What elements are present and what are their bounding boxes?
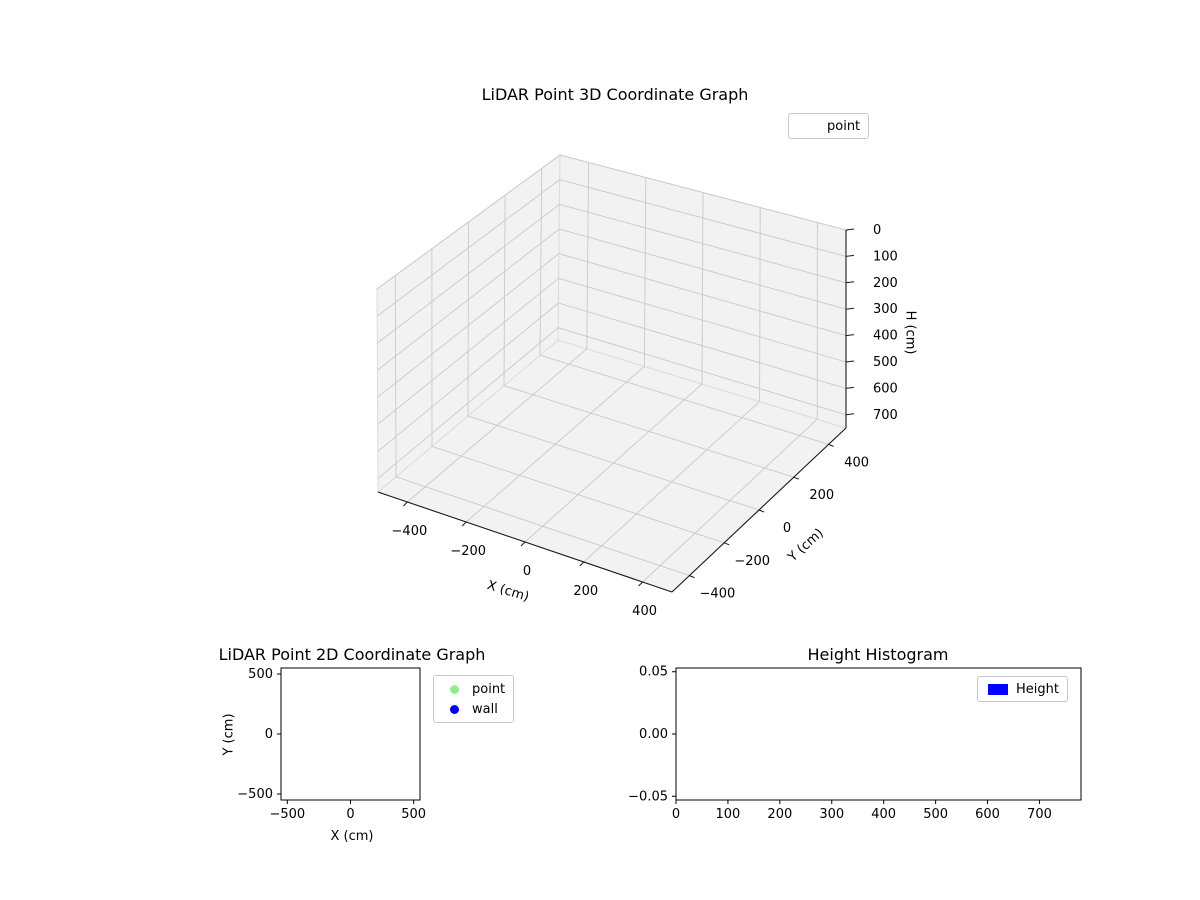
- x-tick-label: 200: [573, 584, 598, 599]
- y-gridline: [467, 221, 760, 511]
- legend-item-label: wall: [472, 701, 498, 717]
- x-gridline: [407, 162, 590, 503]
- y-tick-label: 0: [783, 521, 791, 536]
- x-gridline: [524, 192, 704, 543]
- z-tick-label: 700: [873, 408, 898, 423]
- z-gridline: [376, 179, 847, 317]
- plot3d-legend: point: [788, 113, 870, 139]
- z-gridline: [376, 154, 847, 290]
- hist-xtick-label: 700: [1027, 807, 1052, 822]
- x-tick-label: −200: [450, 544, 486, 559]
- y-tick: [689, 575, 695, 579]
- plot2d-ytick-label: −500: [237, 787, 273, 802]
- y-gridline: [394, 275, 690, 577]
- z-tick: [845, 228, 855, 231]
- hist-xtick-label: 500: [923, 807, 948, 822]
- z-gridline: [377, 253, 847, 398]
- legend-item-wall: wall: [442, 699, 505, 719]
- x-tick: [461, 521, 467, 527]
- hist-ytick-label: 0.00: [639, 727, 668, 742]
- plot2d-xtick-label: 0: [346, 807, 354, 822]
- z-tick-label: 0: [873, 223, 881, 238]
- z-gridline: [376, 203, 847, 344]
- hist-xtick-label: 300: [819, 807, 844, 822]
- y-gridline: [539, 168, 829, 445]
- legend-item-label: point: [827, 118, 861, 134]
- hist-ytick-label: 0.05: [639, 665, 668, 680]
- y-tick: [828, 443, 834, 447]
- x-gridline: [583, 207, 761, 563]
- hist-xtick-label: 400: [871, 807, 896, 822]
- x-tick: [403, 501, 408, 507]
- z-tick: [845, 360, 855, 363]
- legend-marker-none: [797, 119, 821, 133]
- z-tick: [845, 254, 855, 257]
- z-tick-label: 100: [873, 249, 898, 264]
- z-tick-label: 600: [873, 381, 898, 396]
- x-gridline: [642, 222, 818, 583]
- plot3d-zaxis-label: H (cm): [902, 310, 918, 355]
- hist-xtick-label: 600: [975, 807, 1000, 822]
- plot2d-ytick-label: 0: [265, 727, 273, 742]
- y-tick: [793, 476, 799, 480]
- y-gridline: [503, 195, 794, 478]
- x-tick: [579, 561, 585, 567]
- y-tick: [724, 542, 730, 546]
- plot2d-frame: [280, 667, 421, 801]
- x-tick: [520, 541, 526, 547]
- z-tick: [845, 413, 855, 416]
- hist-ytick-label: −0.05: [628, 789, 668, 804]
- z-gridline: [377, 277, 847, 425]
- hist-xtick-label: 100: [716, 807, 741, 822]
- z-tick: [845, 334, 855, 337]
- x-tick: [638, 581, 643, 587]
- legend-item-label: point: [472, 681, 506, 697]
- hist-title: Height Histogram: [807, 645, 949, 664]
- plot2d-xtick-label: −500: [269, 807, 305, 822]
- y-tick-label: 200: [809, 488, 834, 503]
- height-swatch-icon: [986, 682, 1010, 696]
- plot2d-ytick-label: 500: [248, 667, 273, 682]
- x-gridline: [465, 177, 647, 523]
- plot2d-yaxis-label: Y (cm): [221, 713, 237, 756]
- plot2d-title: LiDAR Point 2D Coordinate Graph: [218, 645, 486, 664]
- wall-marker-icon: [442, 702, 466, 716]
- x-tick-label: −400: [392, 524, 428, 539]
- legend-item-label: Height: [1016, 681, 1059, 697]
- hist-legend: Height: [977, 676, 1068, 702]
- x-tick-label: 400: [632, 604, 657, 619]
- y-tick: [758, 509, 765, 513]
- y-tick-label: −400: [700, 587, 736, 602]
- plot2d-legend: point wall: [433, 675, 515, 723]
- plot2d-xaxis-label: X (cm): [330, 829, 374, 844]
- legend-item-height: Height: [986, 680, 1059, 698]
- plot3d-title: LiDAR Point 3D Coordinate Graph: [481, 85, 749, 104]
- y-gridline: [431, 248, 725, 544]
- hist-xtick-label: 200: [767, 807, 792, 822]
- y-tick-label: 400: [844, 455, 869, 470]
- z-tick: [845, 307, 855, 310]
- z-tick-label: 300: [873, 302, 898, 317]
- plot2d-xtick-label: 500: [401, 807, 426, 822]
- point-marker-icon: [442, 682, 466, 696]
- z-gridline: [377, 228, 847, 371]
- x-tick-label: 0: [523, 564, 531, 579]
- z-gridline: [377, 327, 847, 479]
- z-tick-label: 400: [873, 329, 898, 344]
- legend-item-point: point: [442, 679, 505, 699]
- z-tick-label: 500: [873, 355, 898, 370]
- z-tick: [845, 386, 855, 389]
- hist-xtick-label: 0: [672, 807, 680, 822]
- z-tick-label: 200: [873, 276, 898, 291]
- legend-item-point-3d: point: [797, 117, 860, 135]
- z-tick: [845, 281, 855, 284]
- y-tick-label: −200: [734, 554, 770, 569]
- z-gridline: [377, 302, 847, 452]
